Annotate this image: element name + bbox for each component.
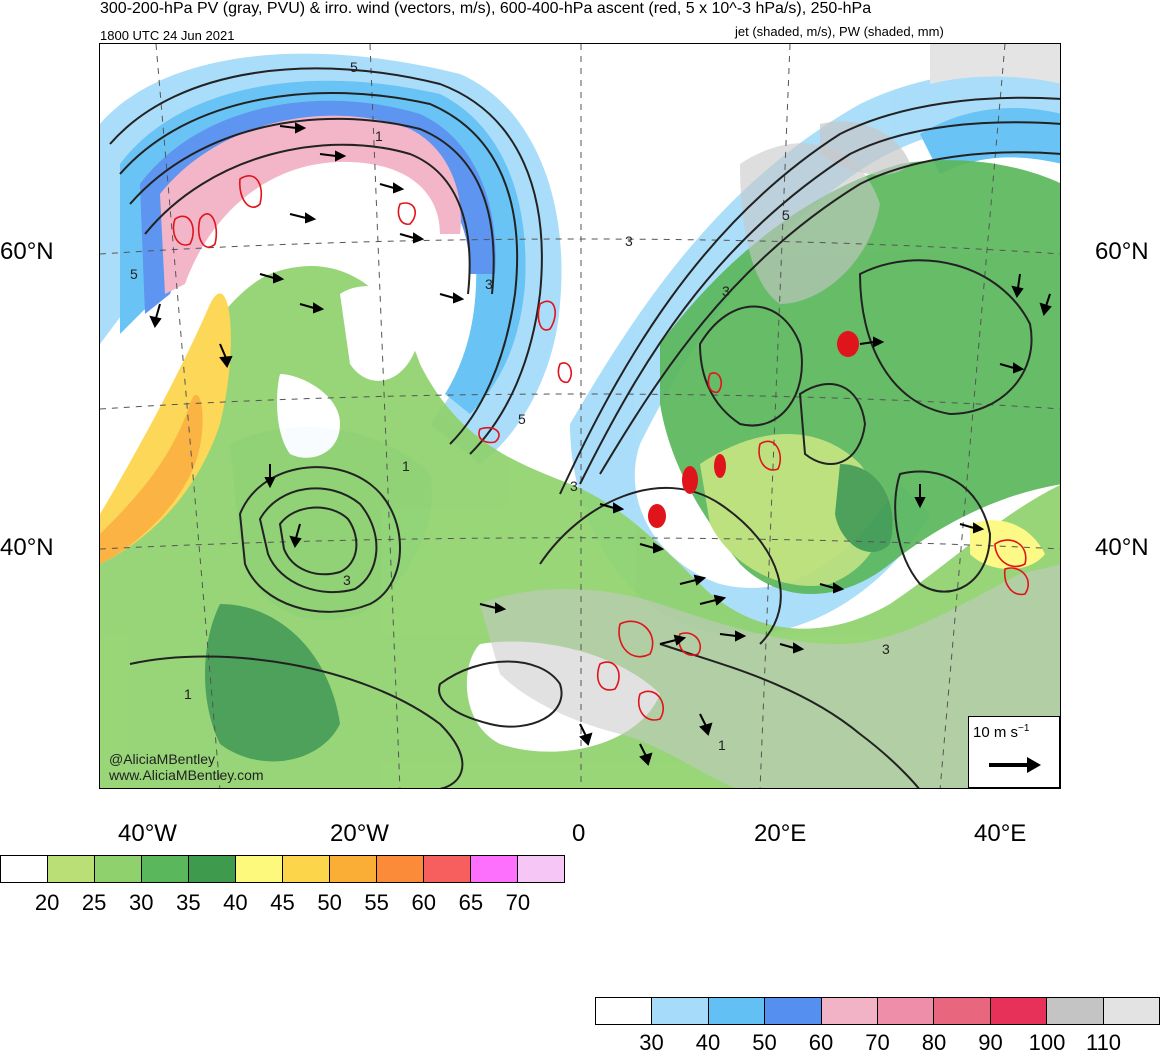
pw-colorbar-ticks: 20 25 30 35 40 45 50 55 60 65 70 <box>0 890 565 918</box>
lat-label-60n-left: 60°N <box>0 238 54 265</box>
pv-contours <box>109 67 1060 788</box>
graticule <box>100 44 1060 788</box>
contour-labels: 5 1 5 3 5 3 3 5 1 3 3 1 1 3 <box>130 59 890 753</box>
pw-colorbar-tick-label: 40 <box>223 890 248 915</box>
contour-label: 1 <box>718 737 726 753</box>
contour-label: 3 <box>570 478 578 494</box>
valid-time: 1800 UTC 24 Jun 2021 <box>100 28 235 43</box>
jet-colorbar-tick-label: 70 <box>865 1030 890 1055</box>
pw-colorbar-tick-label: 35 <box>176 890 201 915</box>
pw-colorbar-swatch <box>189 856 236 882</box>
pw-colorbar-tick-label: 45 <box>270 890 295 915</box>
pw-colorbar-swatch <box>236 856 283 882</box>
jet-colorbar-swatch <box>708 998 766 1024</box>
pw-colorbar-tick-label: 25 <box>81 890 107 915</box>
contour-label: 3 <box>625 233 633 249</box>
pw-colorbar-tick-label: 30 <box>129 890 154 915</box>
contour-label: 5 <box>130 266 138 282</box>
contour-label: 3 <box>485 276 493 292</box>
lat-label-40n-right: 40°N <box>1095 534 1149 561</box>
contour-label: 3 <box>722 283 730 299</box>
chart-title-line2: jet (shaded, m/s), PW (shaded, mm) <box>735 24 944 39</box>
pw-colorbar-tick-label: 70 <box>505 890 531 915</box>
ascent-maxima <box>648 331 859 528</box>
pw-colorbar-tick-label: 65 <box>458 890 484 915</box>
ascent-contours <box>172 175 1029 721</box>
jet-colorbar-tick-label: 100 <box>1028 1030 1066 1055</box>
reference-vector-box: 10 m s−1 <box>968 716 1060 788</box>
reference-vector-text: 10 m s <box>973 724 1019 741</box>
jet-colorbar-swatch <box>990 998 1048 1024</box>
pw-colorbar <box>0 855 565 883</box>
pw-colorbar-swatch <box>1 856 48 882</box>
contour-label: 5 <box>782 207 790 223</box>
contour-label: 1 <box>184 686 192 702</box>
contour-label: 5 <box>350 59 358 75</box>
pw-colorbar-swatch <box>142 856 189 882</box>
jet-colorbar-swatch <box>652 998 709 1024</box>
jet-colorbar-tick-label: 90 <box>978 1030 1003 1055</box>
lon-label-20e: 20°E <box>754 820 807 847</box>
jet-colorbar-tick-label: 60 <box>808 1030 834 1055</box>
lat-label-40n-left: 40°N <box>0 534 54 561</box>
jet-colorbar-swatch <box>821 998 879 1024</box>
lat-label-60n-right: 60°N <box>1095 238 1149 265</box>
jet-colorbar-swatch <box>878 998 935 1024</box>
map-canvas: 5 1 5 3 5 3 3 5 1 3 3 1 1 3 <box>100 44 1060 788</box>
pw-colorbar-swatch <box>95 856 142 882</box>
contour-label: 3 <box>343 572 351 588</box>
jet-colorbar-tick-label: 110 <box>1085 1030 1122 1055</box>
contour-label: 1 <box>402 458 410 474</box>
lon-label-40w: 40°W <box>118 820 177 847</box>
contour-label: 5 <box>518 411 526 427</box>
lon-label-0: 0 <box>572 820 586 847</box>
jet-colorbar-swatch <box>1103 998 1160 1024</box>
pw-colorbar-swatch <box>283 856 330 882</box>
jet-colorbar <box>595 997 1160 1025</box>
contour-label: 1 <box>375 128 383 144</box>
contour-label: 3 <box>882 641 890 657</box>
pw-colorbar-tick-label: 55 <box>364 890 389 915</box>
pw-colorbar-swatch <box>330 856 377 882</box>
pw-colorbar-swatch <box>48 856 95 882</box>
chart-title-line1: 300-200-hPa PV (gray, PVU) & irro. wind … <box>100 0 872 17</box>
jet-colorbar-tick-label: 40 <box>695 1030 721 1055</box>
jet-colorbar-tick-label: 80 <box>921 1030 947 1055</box>
reference-arrow-icon <box>989 757 1041 773</box>
jet-colorbar-swatch <box>1047 998 1104 1024</box>
reference-vector-exponent: −1 <box>1018 723 1030 734</box>
pw-colorbar-tick-label: 60 <box>411 890 436 915</box>
weather-map: 5 1 5 3 5 3 3 5 1 3 3 1 1 3 <box>99 43 1061 789</box>
jet-colorbar-swatch <box>765 998 822 1024</box>
lon-label-20w: 20°W <box>330 820 389 847</box>
pw-colorbar-swatch <box>424 856 471 882</box>
wind-vectors <box>149 122 1052 766</box>
pw-colorbar-swatch <box>471 856 518 882</box>
credit-website: www.AliciaMBentley.com <box>109 767 264 783</box>
pw-colorbar-swatch <box>518 856 564 882</box>
jet-colorbar-swatch <box>934 998 991 1024</box>
pw-colorbar-tick-label: 50 <box>317 890 342 915</box>
pw-colorbar-swatch <box>377 856 424 882</box>
jet-colorbar-ticks: 30 40 50 60 70 80 90 100 110 <box>595 1030 1160 1058</box>
jet-colorbar-tick-label: 50 <box>752 1030 777 1055</box>
jet-colorbar-tick-label: 30 <box>639 1030 664 1055</box>
credit-handle: @AliciaMBentley <box>109 751 216 767</box>
lon-label-40e: 40°E <box>974 820 1027 847</box>
jet-colorbar-swatch <box>596 998 653 1024</box>
pw-colorbar-tick-label: 20 <box>34 890 60 915</box>
reference-vector-label: 10 m s−1 <box>973 723 1029 741</box>
